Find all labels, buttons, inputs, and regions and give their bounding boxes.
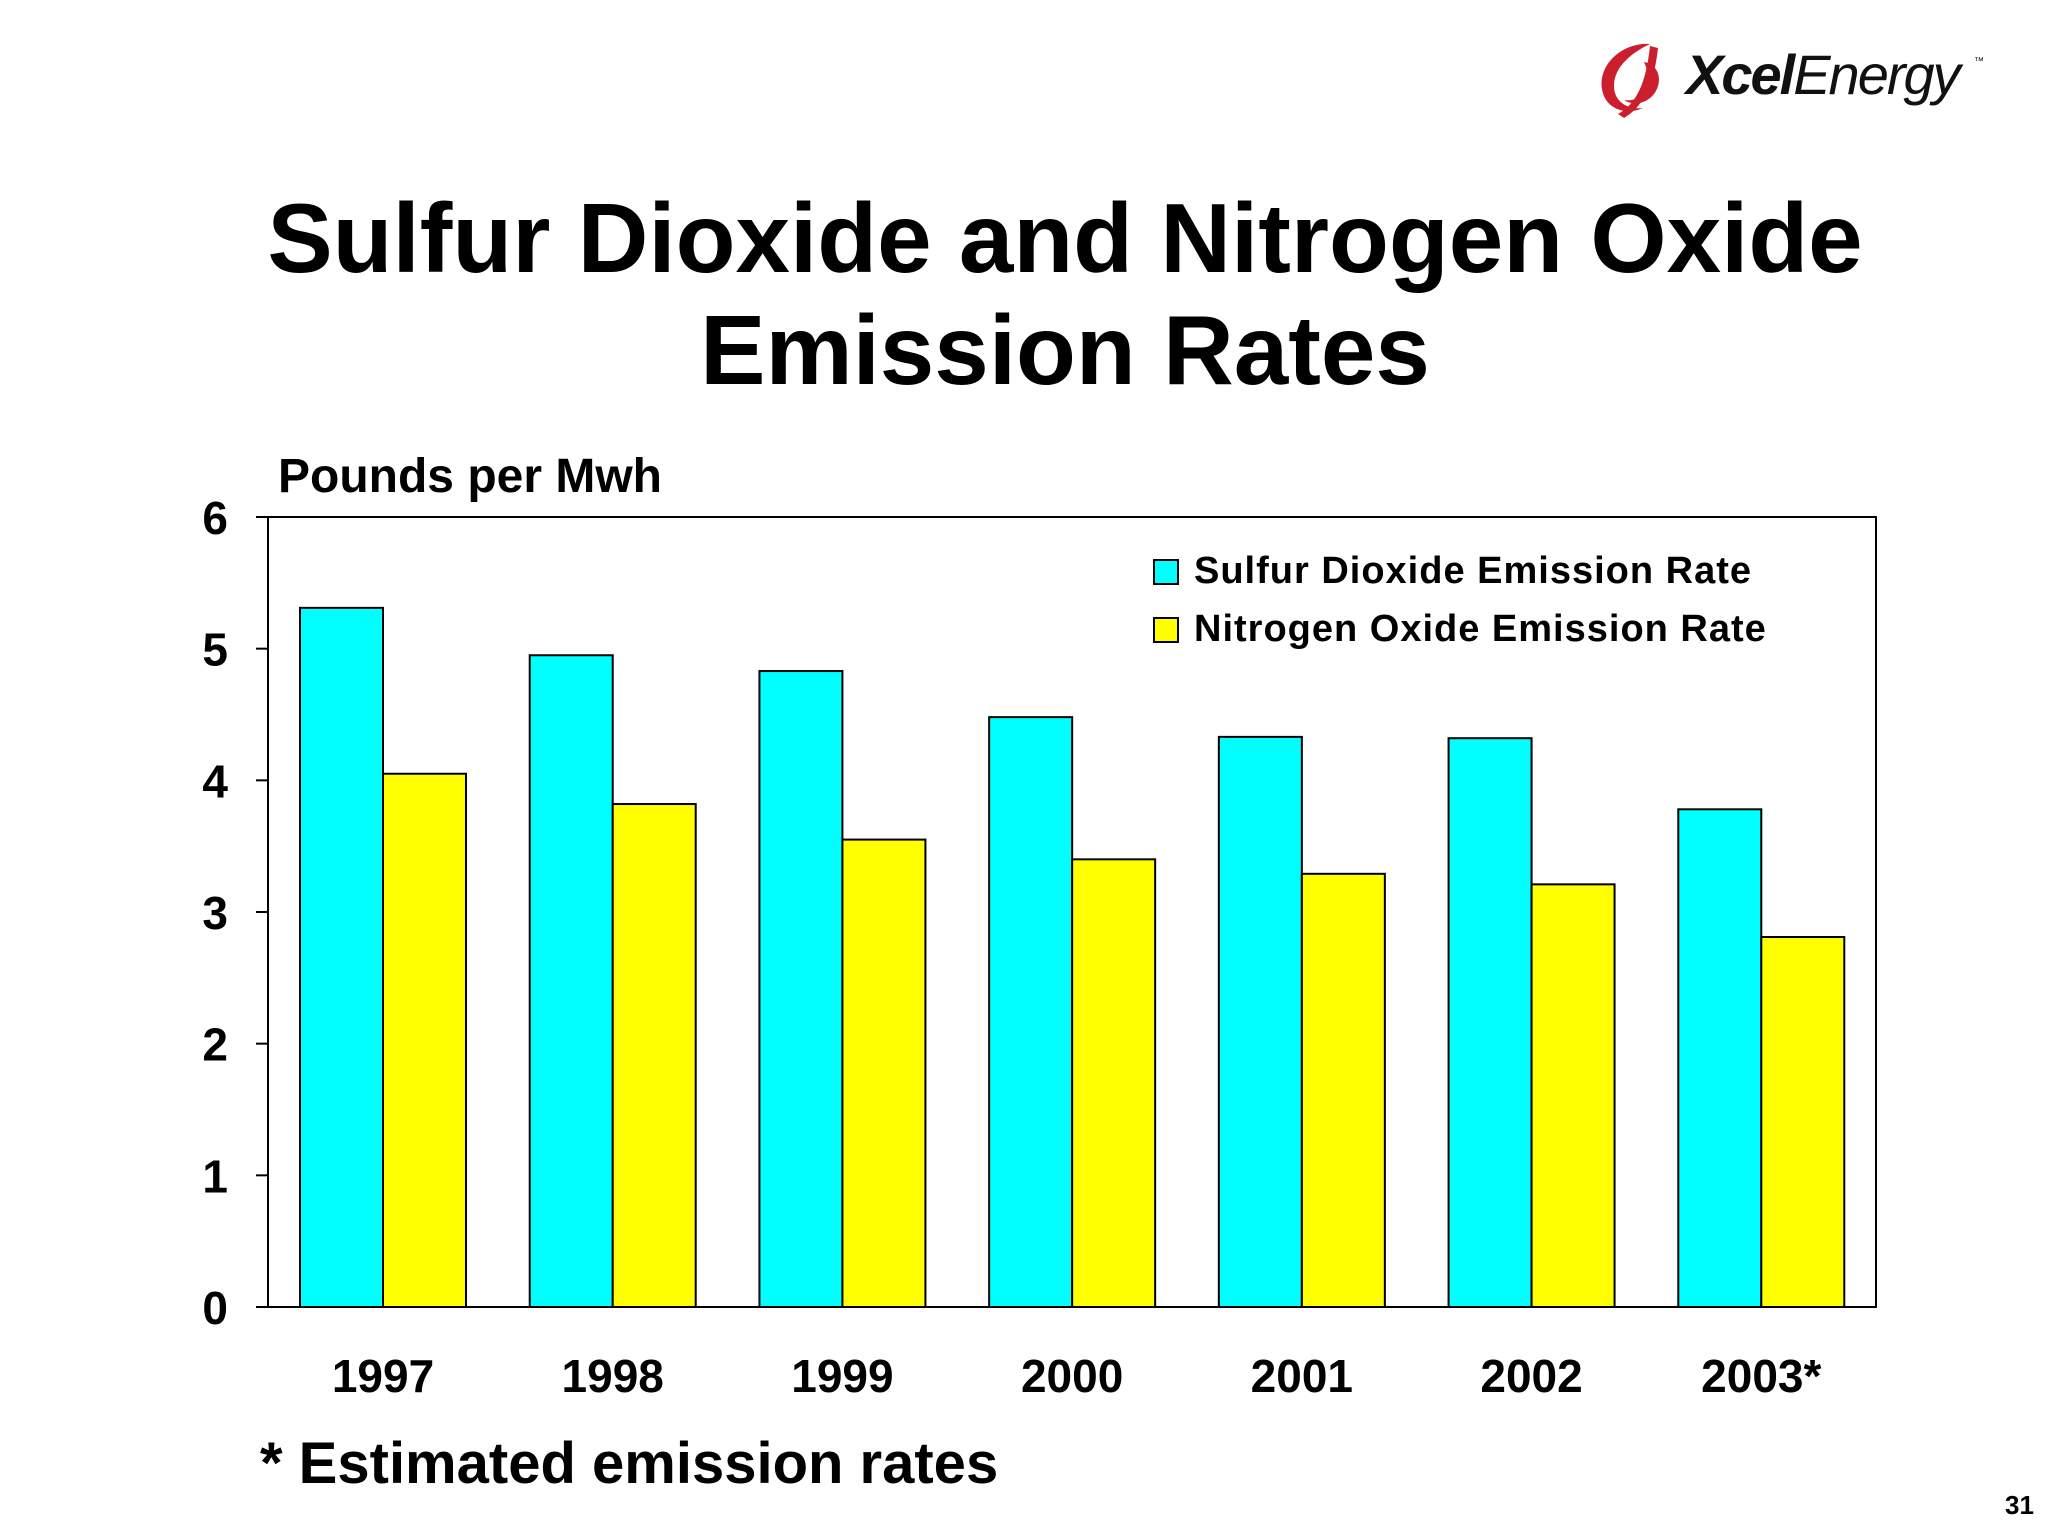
- x-tick-label: 1997: [332, 1350, 434, 1402]
- bar-nox-1997: [382, 772, 467, 1308]
- x-tick-label: 2002: [1480, 1350, 1582, 1402]
- xcel-energy-logo: XcelEnergy ™: [1588, 34, 1988, 124]
- bar-so2-2001: [1217, 735, 1303, 1308]
- bar-so2-1997: [299, 606, 384, 1308]
- x-tick-label: 2003*: [1701, 1350, 1821, 1402]
- page-title-line-2: Emission Rates: [700, 295, 1430, 405]
- bar-nox-2000: [1071, 858, 1157, 1308]
- bar-so2-2002: [1447, 737, 1533, 1308]
- logo-trademark: ™: [1974, 56, 1984, 67]
- page-title-line-1: Sulfur Dioxide and Nitrogen Oxide: [267, 183, 1863, 293]
- logo-brand-bold: Xcel: [1686, 43, 1795, 106]
- legend-swatch-so2: [1153, 559, 1179, 585]
- page-title: Sulfur Dioxide and Nitrogen Oxide Emissi…: [0, 182, 2048, 406]
- x-tick-label: 2001: [1251, 1350, 1353, 1402]
- bar-nox-1998: [611, 803, 697, 1308]
- logo-brand-regular: Energy: [1793, 43, 1960, 106]
- y-axis-label: Pounds per Mwh: [278, 450, 662, 503]
- legend-swatch-nox: [1153, 617, 1179, 643]
- legend-label-nox: Nitrogen Oxide Emission Rate: [1194, 608, 1767, 650]
- y-tick-label: 3: [202, 887, 228, 939]
- xcel-swirl-icon: [1601, 43, 1659, 118]
- bar-so2-1998: [528, 654, 614, 1308]
- y-tick-label: 4: [202, 755, 228, 807]
- bar-nox-2002: [1530, 883, 1616, 1308]
- y-tick-label: 1: [202, 1150, 228, 1202]
- footnote: * Estimated emission rates: [260, 1431, 999, 1496]
- y-tick-label: 2: [202, 1019, 228, 1071]
- x-tick-label: 1998: [562, 1350, 664, 1402]
- x-tick-label: 1999: [791, 1350, 893, 1402]
- logo-wordmark: XcelEnergy: [1686, 42, 1961, 107]
- bar-nox-2001: [1300, 872, 1386, 1308]
- y-tick-label: 0: [202, 1282, 228, 1334]
- bar-so2-2000: [988, 716, 1074, 1308]
- x-tick-label: 2000: [1021, 1350, 1123, 1402]
- bar-nox-1999: [841, 838, 927, 1308]
- y-tick-label: 5: [202, 624, 228, 676]
- page-number: 31: [2005, 1490, 2034, 1520]
- bar-so2-1999: [758, 670, 844, 1308]
- bar-so2-2003: [1677, 808, 1763, 1308]
- bar-nox-2003: [1760, 936, 1846, 1308]
- y-tick-label: 6: [202, 492, 228, 544]
- legend-label-so2: Sulfur Dioxide Emission Rate: [1194, 550, 1752, 592]
